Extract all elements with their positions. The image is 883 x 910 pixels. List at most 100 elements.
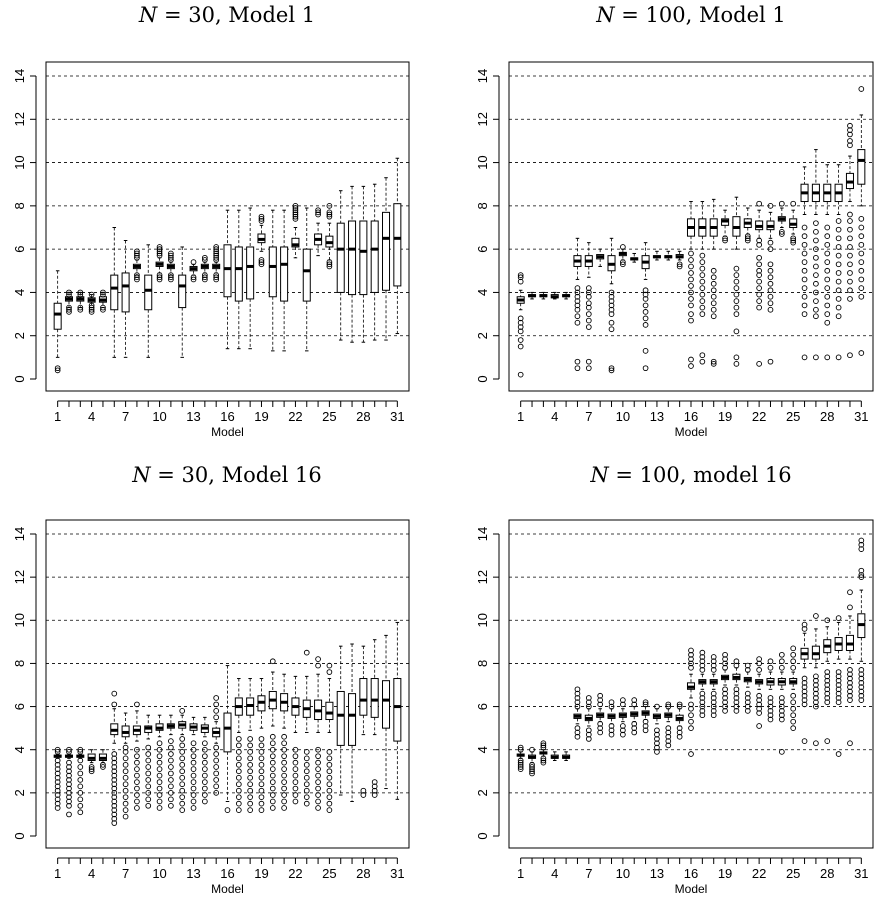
outlier-point [847,684,853,691]
outlier-point [778,716,785,723]
boxplot-22 [291,675,300,805]
outlier-point [688,302,694,309]
outlier-point [733,690,740,697]
outlier-point [756,278,762,285]
outlier-point [179,708,186,714]
outlier-point [767,306,774,313]
outlier-point [733,662,740,669]
outlier-point [767,280,774,287]
chart-title-text: = 100, Model 1 [615,3,786,27]
outlier-point [315,759,321,766]
outlier-point [744,695,751,701]
outlier-point [156,753,163,760]
boxplot-20 [268,658,277,811]
outlier-point [824,686,831,693]
outlier-point [642,302,649,309]
boxplot-22 [755,200,764,367]
outlier-point [699,304,706,311]
outlier-point [66,777,72,783]
outlier-point [315,656,321,662]
outlier-point [156,740,163,747]
boxplot-11 [630,252,639,263]
outlier-point [801,250,808,257]
outlier-point [88,309,95,315]
y-tick-label: 2 [12,332,27,339]
outlier-point [258,749,265,755]
x-axis-label: Model [211,882,244,896]
outlier-point [77,757,84,764]
boxplot-18 [709,198,718,367]
outlier-point [529,746,535,753]
x-tick-label: 4 [551,866,558,881]
box [336,690,345,746]
outlier-point [710,274,717,281]
outlier-point [813,354,819,361]
outlier-point [88,302,95,309]
outlier-point [100,764,106,770]
boxplot-13 [189,259,198,283]
outlier-point [213,254,220,261]
outlier-point [813,272,819,278]
outlier-point [134,272,140,278]
y-tick-label: 14 [475,527,490,541]
boxplot-10 [618,697,627,738]
outlier-point [710,306,717,313]
outlier-point [111,701,118,708]
outlier-point [801,697,808,703]
outlier-point [710,662,717,669]
outlier-point [756,237,762,244]
outlier-point [642,699,649,706]
outlier-point [813,298,819,304]
outlier-point [813,246,819,252]
boxplot-13 [189,716,198,811]
outlier-point [608,306,615,313]
outlier-point [111,751,118,757]
box [348,220,357,296]
outlier-point [858,688,865,695]
outlier-point [688,651,694,658]
boxplot-2 [528,746,537,777]
box [268,246,277,298]
outlier-point [710,695,717,701]
outlier-point [269,779,276,785]
outlier-point [111,790,118,796]
outlier-point [733,285,740,291]
y-tick-label: 14 [475,69,490,83]
x-tick-label: 13 [186,409,200,424]
box [370,678,379,718]
boxplot-2 [64,746,73,818]
outlier-point [574,690,581,697]
outlier-point [77,304,84,311]
boxplot-29 [834,615,843,757]
boxplot-15 [212,695,221,796]
outlier-point [688,250,694,257]
outlier-point [281,772,287,779]
outlier-point [722,656,728,662]
outlier-point [213,757,220,764]
outlier-point [235,768,242,775]
outlier-point [801,311,808,317]
outlier-point [269,785,276,792]
outlier-point [688,283,694,289]
outlier-point [858,537,865,544]
boxplot-16 [223,209,232,350]
outlier-point [801,688,808,695]
outlier-point [540,759,547,766]
outlier-point [168,796,174,803]
outlier-point [529,766,535,772]
outlier-point [722,686,728,693]
boxplot-12 [178,708,187,813]
outlier-point [77,764,84,770]
outlier-point [835,278,842,285]
outlier-point [156,766,163,772]
outlier-point [654,740,660,747]
x-tick-label: 22 [752,409,766,424]
outlier-point [292,792,299,798]
boxplot-30 [382,634,391,790]
box [393,203,402,287]
outlier-point [790,239,797,246]
outlier-point [665,742,672,749]
outlier-point [134,252,140,259]
outlier-point [654,749,660,755]
y-tick-label: 0 [12,375,27,382]
